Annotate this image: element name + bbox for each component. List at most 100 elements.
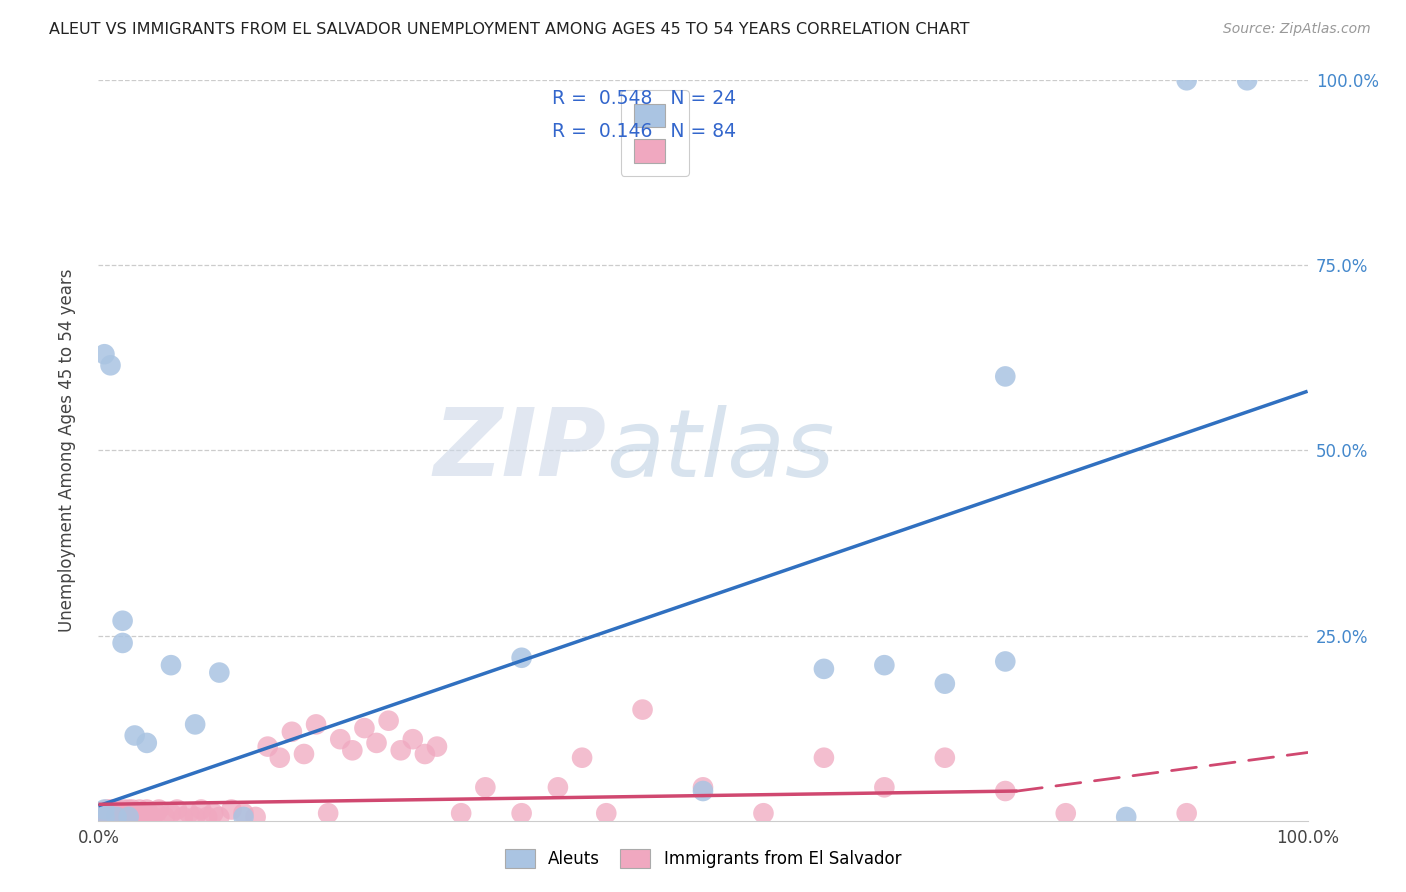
Point — [692, 784, 714, 798]
Point — [101, 810, 124, 824]
Point — [110, 810, 132, 824]
Point — [377, 714, 399, 728]
Point — [221, 803, 243, 817]
Point — [366, 736, 388, 750]
Point — [112, 803, 135, 817]
Point — [118, 803, 141, 817]
Point — [692, 780, 714, 795]
Point — [100, 359, 122, 373]
Point — [93, 803, 115, 817]
Point — [128, 803, 150, 817]
Point — [96, 803, 118, 817]
Point — [117, 806, 139, 821]
Point — [510, 806, 533, 821]
Point — [202, 806, 225, 821]
Legend: Aleuts, Immigrants from El Salvador: Aleuts, Immigrants from El Salvador — [498, 842, 908, 875]
Point — [450, 806, 472, 821]
Point — [100, 803, 122, 817]
Point — [190, 803, 212, 817]
Point — [153, 810, 176, 824]
Point — [281, 724, 304, 739]
Point — [208, 810, 231, 824]
Point — [103, 803, 125, 817]
Point — [124, 729, 146, 743]
Point — [118, 810, 141, 824]
Point — [329, 732, 352, 747]
Point — [316, 806, 339, 821]
Point — [256, 739, 278, 754]
Point — [305, 717, 328, 731]
Point — [104, 810, 127, 824]
Point — [292, 747, 315, 761]
Point — [94, 810, 117, 824]
Text: Source: ZipAtlas.com: Source: ZipAtlas.com — [1223, 22, 1371, 37]
Point — [98, 806, 121, 821]
Point — [124, 810, 146, 824]
Point — [120, 810, 142, 824]
Point — [813, 662, 835, 676]
Point — [195, 810, 218, 824]
Point — [93, 806, 115, 821]
Point — [114, 806, 136, 821]
Point — [402, 732, 425, 747]
Point — [118, 810, 141, 824]
Point — [160, 658, 183, 673]
Point — [108, 806, 131, 821]
Point — [111, 636, 134, 650]
Point — [245, 810, 267, 824]
Point — [179, 806, 201, 821]
Point — [115, 810, 138, 824]
Point — [105, 810, 128, 824]
Point — [474, 780, 496, 795]
Point — [934, 676, 956, 690]
Point — [1115, 810, 1137, 824]
Point — [148, 803, 170, 817]
Point — [547, 780, 569, 795]
Point — [595, 806, 617, 821]
Point — [873, 658, 896, 673]
Point — [135, 803, 157, 817]
Text: atlas: atlas — [606, 405, 835, 496]
Point — [118, 806, 141, 821]
Point — [571, 750, 593, 764]
Point — [208, 665, 231, 680]
Point — [510, 650, 533, 665]
Point — [100, 810, 122, 824]
Point — [1236, 73, 1258, 87]
Point — [107, 803, 129, 817]
Point — [97, 810, 120, 824]
Text: R =  0.146   N = 84: R = 0.146 N = 84 — [551, 121, 735, 141]
Point — [994, 369, 1017, 384]
Y-axis label: Unemployment Among Ages 45 to 54 years: Unemployment Among Ages 45 to 54 years — [58, 268, 76, 632]
Point — [873, 780, 896, 795]
Point — [135, 736, 157, 750]
Point — [752, 806, 775, 821]
Point — [232, 806, 254, 821]
Point — [111, 614, 134, 628]
Point — [91, 810, 114, 824]
Point — [813, 750, 835, 764]
Point — [111, 810, 134, 824]
Point — [1175, 806, 1198, 821]
Point — [269, 750, 291, 764]
Point — [121, 803, 143, 817]
Point — [93, 810, 115, 824]
Text: ALEUT VS IMMIGRANTS FROM EL SALVADOR UNEMPLOYMENT AMONG AGES 45 TO 54 YEARS CORR: ALEUT VS IMMIGRANTS FROM EL SALVADOR UNE… — [49, 22, 970, 37]
Point — [105, 806, 128, 821]
Point — [413, 747, 436, 761]
Point — [127, 810, 149, 824]
Point — [108, 810, 131, 824]
Point — [142, 810, 165, 824]
Point — [994, 655, 1017, 669]
Point — [934, 750, 956, 764]
Point — [353, 721, 375, 735]
Point — [426, 739, 449, 754]
Point — [160, 806, 183, 821]
Point — [138, 806, 160, 821]
Legend: , : , — [620, 90, 689, 177]
Point — [1054, 806, 1077, 821]
Point — [166, 803, 188, 817]
Point — [124, 806, 146, 821]
Point — [172, 810, 194, 824]
Point — [631, 703, 654, 717]
